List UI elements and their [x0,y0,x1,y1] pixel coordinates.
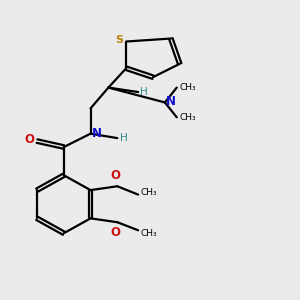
Text: CH₃: CH₃ [179,83,196,92]
Text: O: O [111,169,121,182]
Text: CH₃: CH₃ [179,113,196,122]
Text: CH₃: CH₃ [140,188,157,197]
Text: H: H [140,87,148,97]
Text: CH₃: CH₃ [140,229,157,238]
Text: O: O [24,133,34,146]
Text: H: H [120,133,128,143]
Text: O: O [111,226,121,239]
Text: S: S [115,35,123,45]
Text: N: N [92,127,102,140]
Text: N: N [166,95,176,108]
